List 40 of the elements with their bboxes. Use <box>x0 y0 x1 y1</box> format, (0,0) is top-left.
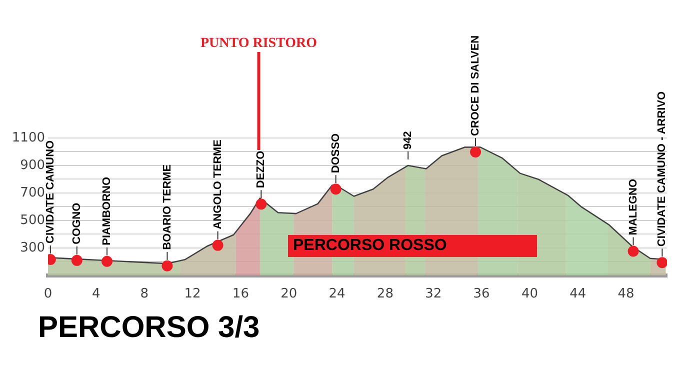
annotation: CIVIDATE CAMUNO - ARRIVO <box>656 90 668 247</box>
point <box>162 260 173 272</box>
y-tick-label: 500 <box>20 212 45 228</box>
annotation: BOARIO TERME <box>161 164 174 250</box>
x-tick-label: 12 <box>184 286 201 302</box>
annotation: ANGOLO TERME <box>212 139 224 230</box>
annotation: CROCE DI SALVEN <box>470 35 482 136</box>
point <box>102 256 113 267</box>
x-tick-label: 40 <box>521 286 538 302</box>
annotation: CIVIDATE CAMUNO <box>44 140 56 244</box>
point <box>212 240 224 251</box>
x-tick-label: 8 <box>140 286 148 302</box>
x-tick-label: 32 <box>425 286 442 302</box>
text: PERCORSO 3/3 <box>38 310 260 346</box>
point <box>330 184 342 195</box>
point <box>256 198 267 210</box>
y-tick-label: 300 <box>20 240 45 256</box>
point <box>71 254 82 266</box>
annotation: DEZZO <box>255 150 268 188</box>
annotation: COGNO <box>70 202 83 244</box>
annotation: 942 <box>402 131 414 150</box>
y-tick-label: 900 <box>20 158 45 173</box>
route-banner: PERCORSO ROSSO <box>288 235 537 257</box>
x-tick-label: 0 <box>44 286 52 302</box>
x-tick-label: 36 <box>473 286 490 302</box>
x-tick-label: 28 <box>376 286 394 302</box>
annotation: MALEGNO <box>627 178 640 236</box>
y-tick-label: 1100 <box>12 130 45 146</box>
x-tick-label: 48 <box>618 286 634 302</box>
point <box>470 146 482 158</box>
point <box>628 246 639 257</box>
x-tick-label: 16 <box>232 286 249 302</box>
x-tick-label: 24 <box>328 286 346 302</box>
x-tick-label: 4 <box>92 286 100 302</box>
annotation: PIAMBORNO <box>101 176 114 246</box>
x-tick-label: 44 <box>570 286 586 302</box>
y-tick-label: 700 <box>20 185 45 200</box>
annotation: DOSSO <box>330 132 342 174</box>
x-tick-label: 20 <box>280 286 298 302</box>
ref-line-label: PUNTO RISTORO <box>200 36 318 51</box>
